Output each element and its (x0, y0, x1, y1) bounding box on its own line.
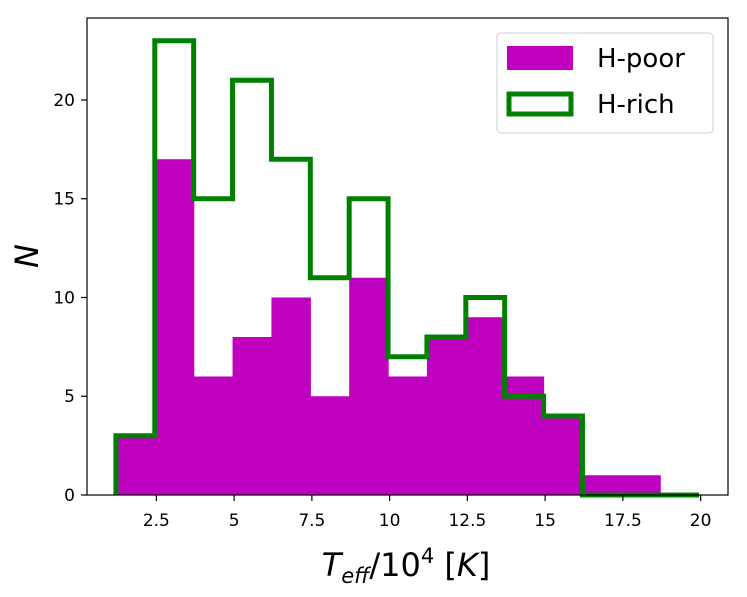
x-tick-label: 7.5 (298, 511, 325, 531)
x-tick-label: 2.5 (143, 511, 170, 531)
legend: H-poor H-rich (496, 32, 714, 134)
bar-h-poor (115, 435, 156, 495)
bar-h-poor (232, 336, 273, 495)
legend-label-h-rich: H-rich (597, 90, 675, 120)
x-axis-ticks: 2.5 5 7.5 10 12.5 15 17.5 20 (143, 495, 712, 531)
bar-h-poor (388, 376, 428, 495)
bar-h-poor (582, 475, 622, 495)
y-tick-label: 0 (64, 486, 75, 506)
bar-h-poor (193, 376, 234, 495)
legend-swatch-h-poor (507, 46, 573, 70)
y-axis-label: N (8, 244, 46, 268)
bar-h-poor (465, 317, 506, 495)
bar-h-poor (621, 475, 661, 495)
x-tick-label: 12.5 (448, 511, 486, 531)
bar-h-poor (310, 396, 350, 495)
x-tick-label: 17.5 (604, 511, 642, 531)
x-axis-label: Teff/104 [K] (322, 544, 491, 588)
y-tick-label: 10 (53, 288, 75, 308)
x-tick-label: 10 (379, 511, 401, 531)
x-tick-label: 20 (690, 511, 712, 531)
h-rich-steps (113, 38, 700, 498)
legend-label-h-poor: H-poor (597, 44, 685, 74)
y-tick-label: 20 (53, 91, 75, 111)
y-tick-label: 5 (64, 387, 75, 407)
bar-h-poor (426, 336, 467, 495)
bar-h-poor (543, 415, 584, 495)
plot-frame (86, 17, 729, 496)
y-tick-label: 15 (53, 190, 75, 210)
bar-h-poor (349, 277, 389, 495)
bar-h-poor (154, 159, 195, 495)
x-tick-label: 15 (534, 511, 556, 531)
step-line-h-rich (113, 38, 700, 498)
y-axis-ticks: 0 5 10 15 20 (53, 91, 87, 506)
x-tick-label: 5 (229, 511, 240, 531)
legend-swatch-h-rich (506, 91, 574, 117)
bar-h-poor (271, 297, 311, 495)
h-poor-bars (115, 159, 661, 495)
